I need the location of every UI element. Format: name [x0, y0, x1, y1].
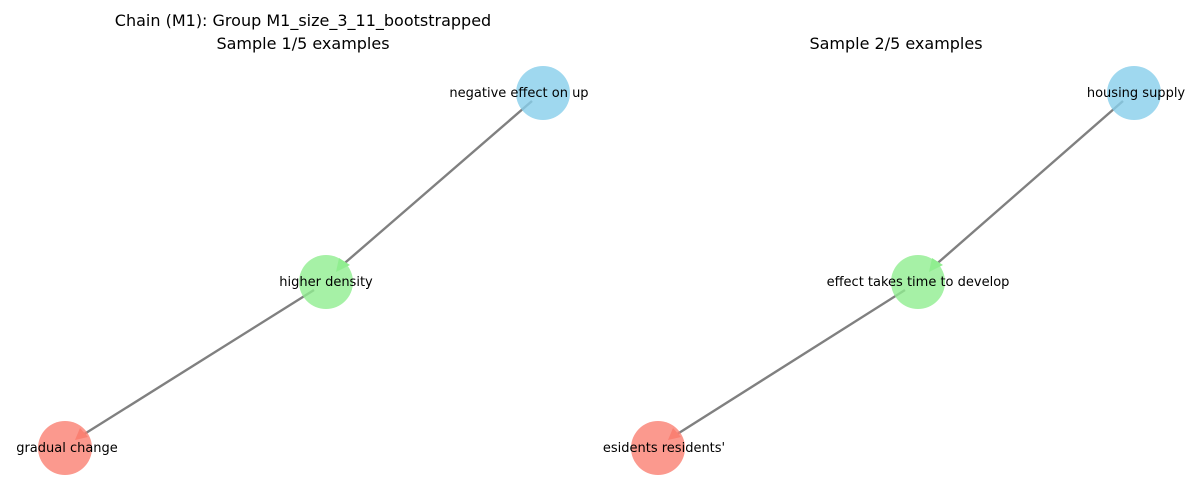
- panel-1-node-middle-label: higher density: [279, 275, 373, 290]
- panel-1-subtitle: Sample 1/5 examples: [216, 34, 389, 53]
- panel-2-node-end: [631, 421, 685, 475]
- panel-1-edge-1: [338, 100, 533, 269]
- panel-2-node-middle: [891, 255, 945, 309]
- panel-1: Chain (M1): Group M1_size_3_11_bootstrap…: [16, 11, 589, 475]
- panel-2-edge-1: [931, 100, 1124, 269]
- panel-2-node-start-label: housing supply: [1087, 86, 1186, 101]
- panel-2-node-end-label: esidents residents': [603, 441, 725, 456]
- panel-1-node-middle: [299, 255, 353, 309]
- panel-1-title: Chain (M1): Group M1_size_3_11_bootstrap…: [115, 11, 491, 31]
- panel-1-node-end-label: gradual change: [16, 441, 118, 456]
- panel-2-node-start: [1107, 66, 1161, 120]
- panel-2-edge-2: [670, 288, 906, 440]
- panel-1-node-start: [516, 66, 570, 120]
- panel-2-node-middle-label: effect takes time to develop: [827, 275, 1010, 290]
- panel-1-edge-2: [77, 288, 315, 440]
- panel-1-node-start-label: negative effect on up: [449, 86, 588, 101]
- panel-2-subtitle: Sample 2/5 examples: [809, 34, 982, 53]
- panel-2: Sample 2/5 examples housing supply effec…: [603, 34, 1186, 475]
- panel-1-node-end: [38, 421, 92, 475]
